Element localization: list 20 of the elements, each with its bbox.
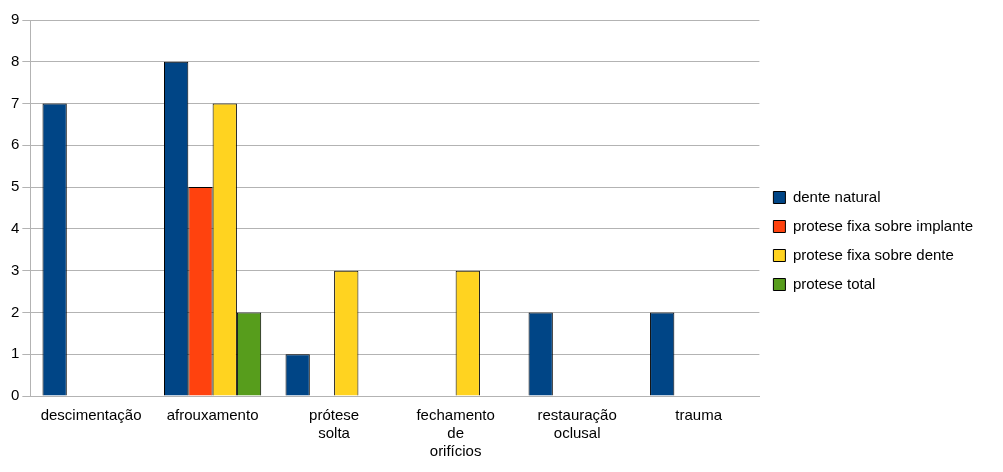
y-tick-label: 1 xyxy=(11,344,20,362)
x-tick-label: fechamento de orifícios xyxy=(416,406,495,460)
y-tick-label: 7 xyxy=(11,93,20,111)
legend-label: dente natural xyxy=(792,187,881,205)
y-tick-label: 9 xyxy=(11,10,20,28)
legend-label: protese fixa sobre dente xyxy=(792,245,954,263)
x-tick-label: trauma xyxy=(675,406,723,424)
y-tick-label: 5 xyxy=(11,177,20,195)
x-tick-label: descimentação xyxy=(40,406,142,424)
legend-label: protese fixa sobre implante xyxy=(792,216,974,234)
x-tick-label: prótese solta xyxy=(309,406,360,442)
y-tick-label: 8 xyxy=(11,51,20,69)
y-tick-label: 4 xyxy=(11,219,20,237)
x-tick-label: restauração oclusal xyxy=(537,406,617,442)
y-tick-label: 6 xyxy=(11,135,20,153)
legend-label: protese total xyxy=(792,274,876,292)
x-tick-label: afrouxamento xyxy=(166,406,259,424)
y-tick-label: 0 xyxy=(11,386,20,404)
y-tick-label: 2 xyxy=(11,302,20,320)
y-tick-label: 3 xyxy=(11,260,20,278)
